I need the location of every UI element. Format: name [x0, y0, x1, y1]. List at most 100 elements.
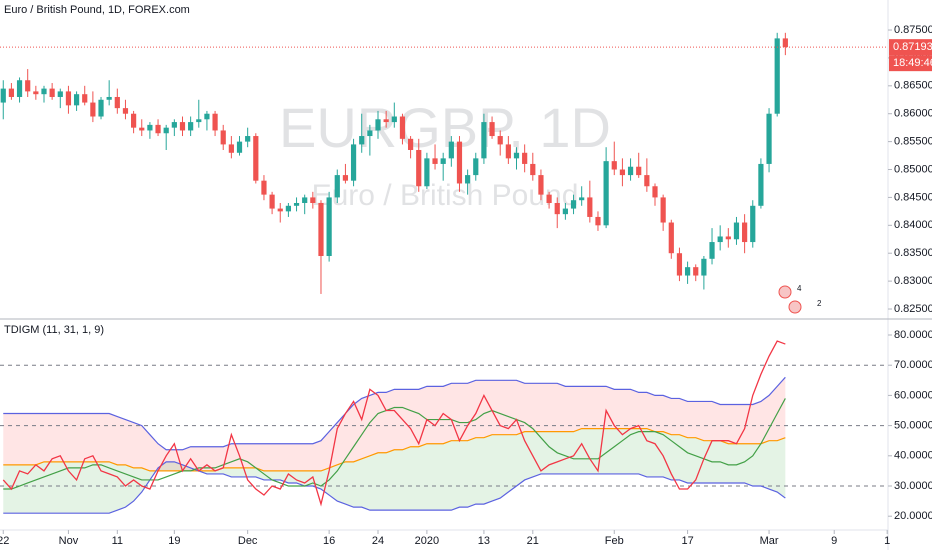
candle-body	[530, 163, 536, 176]
x-tick-label: 17	[681, 535, 693, 547]
indicator-line	[2, 340, 786, 507]
y-tick-label: 50.00000	[894, 420, 932, 432]
y-tick-label: 0.82500	[894, 303, 932, 315]
candle-body	[652, 186, 658, 198]
candle-body	[522, 152, 528, 164]
candle-body	[579, 197, 585, 201]
candle-body	[33, 91, 39, 95]
candle-body	[326, 197, 332, 257]
watermark: EURGBP, 1D Euro / British Pound	[279, 96, 611, 212]
candle-body	[668, 222, 674, 254]
x-tick-label: 21	[527, 535, 539, 547]
candle-body	[147, 124, 153, 131]
candle-body	[277, 208, 283, 212]
candle-body	[505, 144, 511, 159]
event-icon	[778, 285, 792, 299]
candle-body	[131, 113, 137, 128]
indicator-title: TDIGM (11, 31, 1, 9)	[4, 324, 104, 336]
candle-body	[212, 113, 218, 131]
candle-body	[489, 122, 495, 137]
candle-body	[782, 38, 788, 48]
x-tick-label: Nov	[59, 535, 79, 547]
countdown-label: 18:49:46	[893, 57, 932, 69]
candle-body	[342, 175, 349, 181]
candle-body	[424, 158, 430, 187]
x-tick-label: 22	[0, 535, 9, 547]
candle-body	[587, 197, 593, 217]
candle-body	[334, 175, 340, 198]
y-tick-label: 0.83000	[894, 275, 932, 287]
x-tick-label: 13	[478, 535, 490, 547]
y-tick-label: 0.86500	[894, 80, 932, 92]
candle-body	[554, 202, 560, 215]
candle-body	[82, 94, 88, 103]
y-tick-label: 0.84500	[894, 191, 932, 203]
candle-body	[473, 158, 479, 176]
candle-body	[407, 138, 414, 150]
candle-body	[440, 158, 446, 164]
candle-body	[139, 127, 145, 131]
candle-body	[416, 149, 422, 187]
candle-body	[448, 141, 454, 159]
candle-body	[65, 91, 72, 106]
candle-body	[538, 175, 544, 195]
candle-body	[253, 136, 259, 181]
candle-body	[742, 222, 748, 243]
x-tick-label: 1	[884, 535, 890, 547]
y-tick-label: 0.86000	[894, 108, 932, 120]
candle-body	[122, 108, 129, 114]
watermark-symbol: EURGBP, 1D	[279, 96, 611, 159]
y-tick-label: 0.83500	[894, 247, 932, 259]
last-price-box	[889, 39, 932, 56]
candle-body	[204, 113, 210, 120]
candle-body	[41, 88, 47, 95]
y-tick-label: 30.00000	[894, 480, 932, 492]
candle-body	[25, 80, 31, 92]
candle-body	[318, 202, 324, 257]
candle-body	[546, 194, 552, 203]
candle-body	[196, 119, 202, 123]
y-tick-label: 0.85000	[894, 163, 932, 175]
watermark-name: Euro / British Pound	[312, 179, 579, 212]
candle-body	[725, 236, 731, 240]
price-pane: 42	[0, 32, 888, 314]
candle-body	[619, 169, 626, 176]
axes: 0.875000.870000.865000.860000.855000.850…	[0, 24, 932, 547]
candle-body	[627, 166, 634, 176]
candle-body	[636, 166, 642, 176]
candle-body	[155, 124, 161, 134]
candle-body	[701, 258, 707, 276]
candle-body	[733, 222, 740, 240]
candle-body	[73, 94, 80, 106]
chart-title: Euro / British Pound, 1D, FOREX.com	[4, 4, 190, 16]
candle-body	[644, 175, 650, 187]
candle-body	[220, 130, 226, 145]
y-tick-label: 0.87500	[894, 24, 932, 36]
y-tick-label: 70.00000	[894, 359, 932, 371]
candle-body	[399, 116, 406, 139]
candle-body	[456, 141, 463, 184]
candle-body	[16, 80, 23, 97]
candle-body	[383, 119, 389, 123]
candle-body	[432, 158, 438, 164]
candle-body	[758, 163, 764, 206]
indicator-pane	[0, 340, 888, 514]
candle-body	[717, 236, 723, 243]
candle-body	[261, 180, 267, 195]
candle-body	[660, 197, 666, 223]
candle-body	[90, 102, 96, 117]
indicator-line	[3, 376, 786, 451]
candle-body	[171, 122, 177, 128]
candle-body	[188, 122, 194, 131]
candle-body	[367, 130, 373, 137]
candle-body	[106, 96, 112, 100]
indicator-line	[3, 398, 786, 490]
indicator-line	[3, 461, 786, 514]
candle-body	[497, 136, 503, 145]
candle-body	[228, 144, 234, 153]
candle-body	[285, 205, 291, 212]
x-tick-label: Feb	[605, 535, 624, 547]
x-tick-label: Dec	[238, 535, 258, 547]
candle-body	[603, 161, 609, 226]
